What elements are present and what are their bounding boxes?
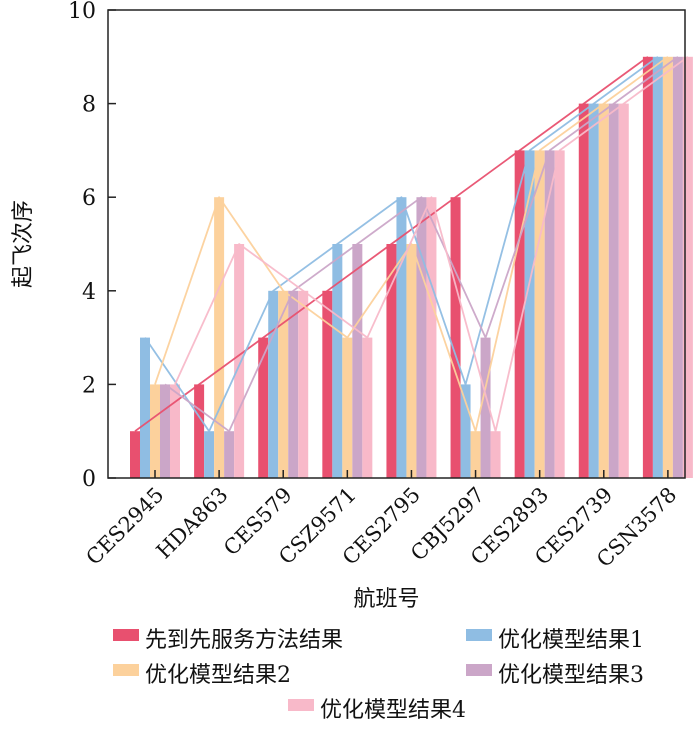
bar: [224, 431, 235, 478]
bar: [288, 290, 299, 478]
bar: [130, 431, 140, 478]
bar: [672, 56, 683, 479]
bar: [278, 290, 289, 478]
bar: [534, 150, 545, 478]
bar: [642, 56, 653, 479]
legend-label: 优化模型结果4: [320, 698, 466, 723]
bar: [386, 244, 397, 478]
bar: [544, 150, 555, 478]
bar: [298, 290, 309, 478]
x-tick-label: CES2945: [81, 483, 168, 570]
y-tick-label: 4: [82, 280, 96, 305]
legend-item: 优化模型结果3: [466, 663, 644, 688]
bar: [682, 56, 693, 479]
y-tick-label: 8: [82, 93, 96, 118]
bar: [322, 290, 333, 478]
bar: [170, 384, 180, 478]
series-line: [134, 56, 649, 432]
y-axis: 0 2 4 6 8 10: [68, 0, 116, 492]
legend-swatch: [466, 664, 492, 676]
bar: [406, 244, 417, 478]
bar: [450, 197, 461, 478]
series-line: [174, 56, 689, 433]
bars-layer: [130, 56, 693, 479]
bar: [514, 150, 525, 478]
legend-swatch: [288, 699, 314, 711]
series-lines-layer: [134, 56, 689, 433]
bar: [662, 56, 673, 479]
y-axis-label: 起飞次序: [11, 200, 36, 288]
legend-swatch: [113, 629, 139, 641]
legend-label: 优化模型结果1: [498, 628, 644, 653]
bar: [396, 197, 407, 478]
bar: [332, 244, 343, 478]
bar: [578, 103, 589, 478]
legend-item: 优化模型结果1: [466, 628, 644, 653]
legend-swatch: [466, 629, 492, 641]
bar: [204, 431, 215, 478]
bar: [150, 384, 160, 478]
legend-item: 优化模型结果4: [288, 698, 466, 723]
x-tick-label: HDA863: [152, 483, 233, 564]
y-tick-label: 6: [82, 186, 96, 211]
series-line: [164, 56, 679, 433]
legend: 先到先服务方法结果 优化模型结果1 优化模型结果2 优化模型结果3 优化模型结果4: [113, 628, 644, 723]
bar: [140, 337, 150, 478]
bar: [598, 103, 609, 478]
bar: [234, 244, 245, 478]
y-tick-label: 0: [82, 467, 96, 492]
x-axis-label: 航班号: [353, 587, 419, 612]
bar: [490, 431, 501, 478]
legend-item: 先到先服务方法结果: [113, 628, 343, 653]
bar: [416, 197, 427, 478]
bar: [258, 337, 269, 478]
bar: [194, 384, 205, 478]
bar: [160, 384, 170, 478]
bar: [268, 290, 279, 478]
legend-item: 优化模型结果2: [113, 663, 291, 688]
legend-label: 优化模型结果2: [145, 663, 291, 688]
legend-label: 优化模型结果3: [498, 663, 644, 688]
bar: [426, 197, 437, 478]
plot-frame: [107, 9, 686, 479]
legend-label: 先到先服务方法结果: [145, 628, 343, 653]
x-axis: CES2945HDA863CES579CSZ9571CES2795CBJ5297…: [81, 470, 681, 572]
bar: [480, 337, 491, 478]
bar: [608, 103, 619, 478]
bar: [342, 337, 353, 478]
series-line: [144, 56, 659, 433]
bar: [524, 150, 535, 478]
bar: [554, 150, 565, 478]
bar: [362, 337, 373, 478]
legend-swatch: [113, 664, 139, 676]
bar: [352, 244, 363, 478]
bar: [652, 56, 663, 479]
series-line: [154, 56, 669, 433]
bar: [618, 103, 629, 478]
y-tick-label: 10: [68, 0, 96, 24]
bar: [460, 384, 471, 478]
bar: [214, 197, 225, 478]
bar: [470, 431, 481, 478]
y-tick-label: 2: [82, 373, 96, 398]
bar: [588, 103, 599, 478]
